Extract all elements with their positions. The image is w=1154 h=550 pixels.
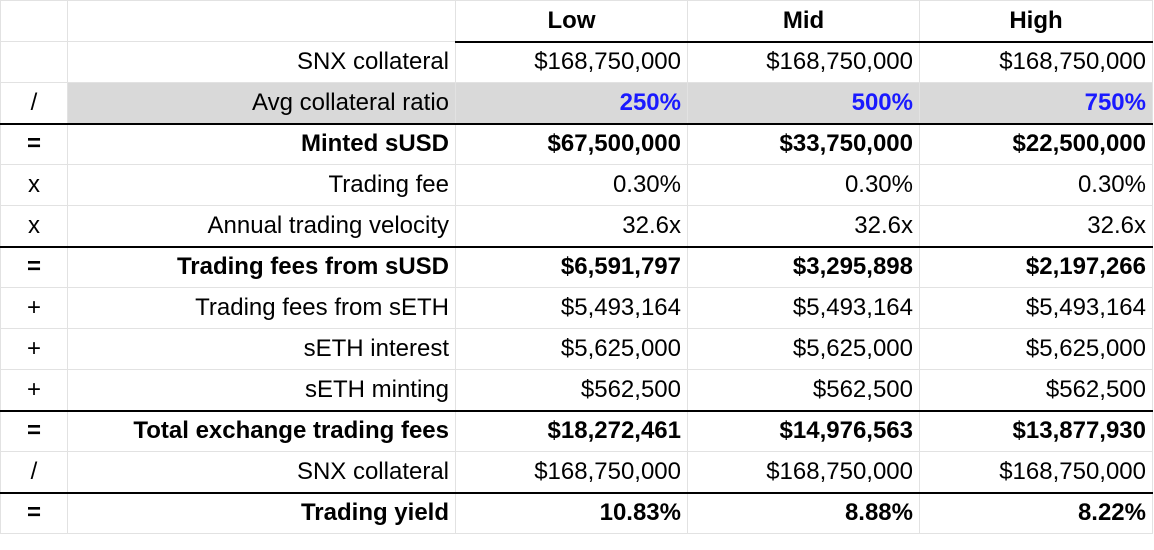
operator-cell[interactable]: / — [0, 451, 68, 493]
operator-cell[interactable]: x — [0, 205, 68, 247]
value-cell-mid[interactable]: 8.88% — [687, 491, 920, 534]
column-header-low[interactable]: Low — [455, 0, 688, 43]
row-label-cell[interactable]: Avg collateral ratio — [67, 82, 456, 124]
table-row: + sETH interest $5,625,000 $5,625,000 $5… — [0, 328, 1153, 370]
row-label-cell[interactable]: Trading fee — [67, 164, 456, 206]
table-row: + sETH minting $562,500 $562,500 $562,50… — [0, 369, 1153, 411]
value-cell-low[interactable]: 0.30% — [455, 164, 688, 206]
input-cell-low[interactable]: 250% — [455, 82, 688, 124]
value-cell-low[interactable]: $18,272,461 — [455, 409, 688, 452]
value-cell-mid[interactable]: $168,750,000 — [687, 41, 920, 83]
operator-cell[interactable]: = — [0, 245, 68, 288]
value-cell-high[interactable]: $2,197,266 — [919, 245, 1153, 288]
operator-cell[interactable]: + — [0, 287, 68, 329]
table-row: / Avg collateral ratio 250% 500% 750% — [0, 82, 1153, 124]
row-label-cell[interactable]: Trading fees from sUSD — [67, 245, 456, 288]
value-cell-mid[interactable]: $562,500 — [687, 369, 920, 411]
value-cell-low[interactable]: $562,500 — [455, 369, 688, 411]
row-label-cell[interactable]: SNX collateral — [67, 451, 456, 493]
table-row: SNX collateral $168,750,000 $168,750,000… — [0, 41, 1153, 83]
value-cell-low[interactable]: $5,625,000 — [455, 328, 688, 370]
operator-cell[interactable]: = — [0, 409, 68, 452]
operator-cell[interactable]: + — [0, 369, 68, 411]
operator-cell[interactable]: = — [0, 122, 68, 165]
value-cell-low[interactable]: $67,500,000 — [455, 122, 688, 165]
value-cell-high[interactable]: $562,500 — [919, 369, 1153, 411]
header-row: Low Mid High — [0, 0, 1153, 43]
row-label-cell[interactable]: Minted sUSD — [67, 122, 456, 165]
column-header-high[interactable]: High — [919, 0, 1153, 43]
table-row: x Trading fee 0.30% 0.30% 0.30% — [0, 164, 1153, 206]
table-row: / SNX collateral $168,750,000 $168,750,0… — [0, 451, 1153, 493]
value-cell-mid[interactable]: $168,750,000 — [687, 451, 920, 493]
value-cell-high[interactable]: 0.30% — [919, 164, 1153, 206]
value-cell-high[interactable]: $5,625,000 — [919, 328, 1153, 370]
value-cell-low[interactable]: $168,750,000 — [455, 451, 688, 493]
row-label-cell[interactable]: Annual trading velocity — [67, 205, 456, 247]
value-cell-mid[interactable]: $33,750,000 — [687, 122, 920, 165]
value-cell-mid[interactable]: $5,493,164 — [687, 287, 920, 329]
table-row: x Annual trading velocity 32.6x 32.6x 32… — [0, 205, 1153, 247]
column-header-mid[interactable]: Mid — [687, 0, 920, 43]
operator-cell[interactable]: x — [0, 164, 68, 206]
row-label-cell[interactable]: Trading fees from sETH — [67, 287, 456, 329]
row-label-cell[interactable]: sETH minting — [67, 369, 456, 411]
row-label-cell[interactable]: SNX collateral — [67, 41, 456, 83]
row-label-cell[interactable]: Trading yield — [67, 491, 456, 534]
row-label-cell[interactable]: sETH interest — [67, 328, 456, 370]
table-row: = Total exchange trading fees $18,272,46… — [0, 409, 1153, 452]
input-cell-mid[interactable]: 500% — [687, 82, 920, 124]
value-cell-mid[interactable]: 32.6x — [687, 205, 920, 247]
value-cell-mid[interactable]: $3,295,898 — [687, 245, 920, 288]
value-cell-high[interactable]: $13,877,930 — [919, 409, 1153, 452]
value-cell-low[interactable]: 10.83% — [455, 491, 688, 534]
value-cell-high[interactable]: 32.6x — [919, 205, 1153, 247]
empty-cell[interactable] — [67, 0, 456, 42]
value-cell-high[interactable]: 8.22% — [919, 491, 1153, 534]
table-row: + Trading fees from sETH $5,493,164 $5,4… — [0, 287, 1153, 329]
table-row: = Minted sUSD $67,500,000 $33,750,000 $2… — [0, 122, 1153, 165]
value-cell-low[interactable]: $6,591,797 — [455, 245, 688, 288]
operator-cell[interactable]: + — [0, 328, 68, 370]
value-cell-low[interactable]: $5,493,164 — [455, 287, 688, 329]
value-cell-high[interactable]: $168,750,000 — [919, 41, 1153, 83]
value-cell-mid[interactable]: $14,976,563 — [687, 409, 920, 452]
empty-cell[interactable] — [0, 0, 68, 42]
value-cell-low[interactable]: 32.6x — [455, 205, 688, 247]
spreadsheet-table: Low Mid High SNX collateral $168,750,000… — [0, 0, 1153, 534]
operator-cell[interactable]: = — [0, 491, 68, 534]
row-label-cell[interactable]: Total exchange trading fees — [67, 409, 456, 452]
operator-cell[interactable] — [0, 41, 68, 83]
value-cell-low[interactable]: $168,750,000 — [455, 41, 688, 83]
value-cell-high[interactable]: $168,750,000 — [919, 451, 1153, 493]
table-row: = Trading yield 10.83% 8.88% 8.22% — [0, 491, 1153, 534]
value-cell-mid[interactable]: $5,625,000 — [687, 328, 920, 370]
operator-cell[interactable]: / — [0, 82, 68, 124]
value-cell-mid[interactable]: 0.30% — [687, 164, 920, 206]
value-cell-high[interactable]: $5,493,164 — [919, 287, 1153, 329]
input-cell-high[interactable]: 750% — [919, 82, 1153, 124]
table-row: = Trading fees from sUSD $6,591,797 $3,2… — [0, 245, 1153, 288]
value-cell-high[interactable]: $22,500,000 — [919, 122, 1153, 165]
